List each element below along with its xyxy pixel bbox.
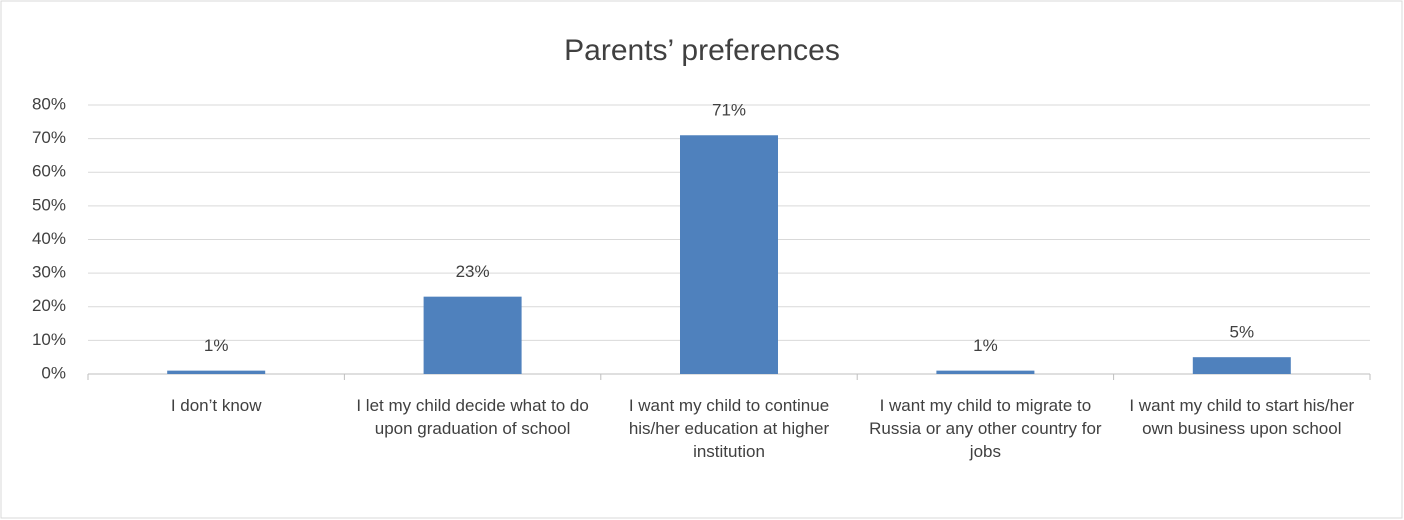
- data-label: 1%: [204, 336, 229, 355]
- x-tick-label: I let my child decide what to do upon gr…: [356, 396, 589, 438]
- x-tick-label: I want my child to continue his/her educ…: [628, 396, 830, 461]
- y-tick-label: 80%: [32, 94, 66, 113]
- y-tick-label: 0%: [41, 363, 66, 382]
- y-tick-label: 30%: [32, 263, 66, 282]
- y-tick-label: 70%: [32, 128, 66, 147]
- data-label: 1%: [973, 336, 998, 355]
- y-tick-label: 20%: [32, 296, 66, 315]
- y-tick-label: 40%: [32, 229, 66, 248]
- y-tick-label: 60%: [32, 162, 66, 181]
- y-tick-label: 10%: [32, 330, 66, 349]
- bar: [1192, 357, 1291, 374]
- y-tick-label: 50%: [32, 195, 66, 214]
- x-tick-label: I want my child to start his/her own bus…: [1129, 396, 1355, 438]
- bar: [167, 370, 266, 374]
- bar: [680, 135, 778, 374]
- data-label: 5%: [1230, 323, 1255, 342]
- bar: [423, 296, 522, 374]
- x-tick-label: I don’t know: [170, 396, 262, 415]
- x-tick-label: I want my child to migrate to Russia or …: [869, 396, 1102, 461]
- data-label: 23%: [456, 262, 490, 281]
- bar: [936, 370, 1035, 374]
- chart-title: Parents’ preferences: [564, 34, 840, 67]
- data-label: 71%: [712, 101, 746, 120]
